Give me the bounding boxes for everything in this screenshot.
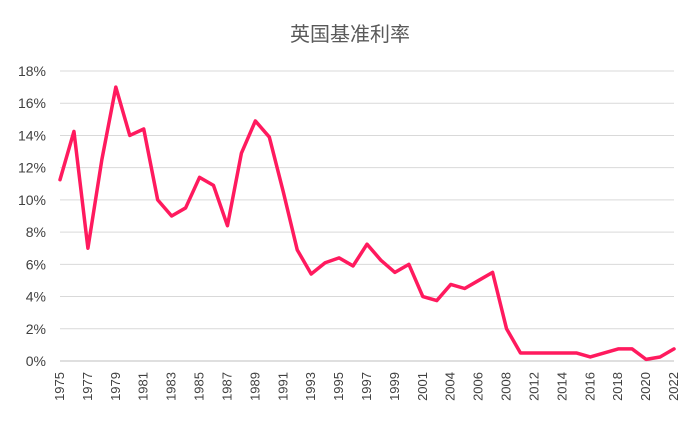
x-tick-label: 1997 xyxy=(359,372,374,401)
x-tick-label: 1987 xyxy=(219,372,234,401)
x-tick-label: 2016 xyxy=(582,372,597,401)
x-tick-label: 1989 xyxy=(247,372,262,401)
chart-title: 英国基准利率 xyxy=(290,22,410,46)
x-tick-label: 1975 xyxy=(52,372,67,401)
x-tick-label: 1999 xyxy=(387,372,402,401)
x-tick-label: 2012 xyxy=(526,372,541,401)
y-tick-label: 2% xyxy=(26,321,46,337)
y-tick-label: 12% xyxy=(18,160,46,176)
x-tick-label: 2022 xyxy=(666,372,681,401)
x-tick-label: 2006 xyxy=(471,372,486,401)
x-tick-label: 1983 xyxy=(164,372,179,401)
x-tick-label: 1985 xyxy=(192,372,207,401)
y-tick-label: 0% xyxy=(26,353,46,369)
y-tick-label: 18% xyxy=(18,63,46,79)
y-tick-label: 10% xyxy=(18,192,46,208)
series-line xyxy=(58,85,676,362)
x-tick-label: 2020 xyxy=(638,372,653,401)
x-tick-label: 2008 xyxy=(499,372,514,401)
x-tick-label: 1991 xyxy=(275,372,290,401)
x-tick-label: 1993 xyxy=(303,372,318,401)
x-tick-label: 1979 xyxy=(108,372,123,401)
x-tick-label: 2004 xyxy=(443,372,458,401)
y-tick-label: 6% xyxy=(26,256,46,272)
y-tick-label: 14% xyxy=(18,127,46,143)
x-tick-label: 2001 xyxy=(415,372,430,401)
y-tick-label: 8% xyxy=(26,224,46,240)
x-tick-label: 1981 xyxy=(136,372,151,401)
y-tick-label: 4% xyxy=(26,289,46,305)
x-tick-label: 1995 xyxy=(331,372,346,401)
y-tick-label: 16% xyxy=(18,95,46,111)
x-tick-label: 1977 xyxy=(80,372,95,401)
x-tick-label: 2014 xyxy=(554,372,569,401)
x-tick-label: 2018 xyxy=(610,372,625,401)
